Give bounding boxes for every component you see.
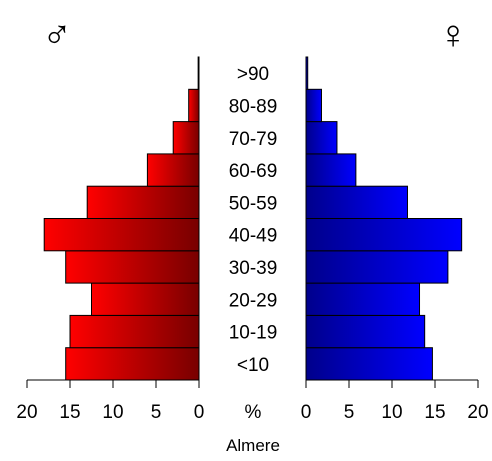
female-bar	[305, 153, 357, 187]
male-bar	[43, 218, 200, 252]
male-bar	[86, 185, 200, 219]
age-group-label: 70-79	[229, 129, 278, 150]
male-bar	[69, 314, 200, 349]
age-group-label: 50-59	[229, 193, 278, 214]
age-group-label: 80-89	[229, 96, 278, 117]
age-group-label: 10-19	[229, 323, 278, 344]
male-bar	[172, 121, 200, 155]
female-bars	[305, 56, 463, 381]
tick-label: 20	[467, 402, 488, 423]
age-labels: <10 10-19 20-29 30-39 40-49 50-59 60-69 70-79 80…	[229, 64, 278, 376]
tick-label: 10	[102, 402, 123, 423]
male-bar	[91, 282, 200, 316]
female-bar	[305, 56, 309, 90]
age-group-label: 60-69	[229, 161, 278, 182]
female-bar	[305, 347, 433, 381]
female-x-axis: 0 5 10 15 20	[301, 379, 489, 423]
female-bar	[305, 314, 426, 349]
unit-label: %	[245, 402, 262, 423]
male-bar	[188, 88, 200, 123]
male-symbol: ♂	[42, 13, 72, 57]
female-bar	[305, 121, 338, 155]
age-group-label: 40-49	[229, 226, 278, 247]
female-bar	[305, 250, 449, 284]
tick-label: 15	[59, 402, 80, 423]
tick-label: 5	[151, 402, 162, 423]
male-bar	[197, 56, 200, 90]
male-bar	[65, 347, 200, 381]
tick-label: 20	[16, 402, 37, 423]
tick-label: 10	[381, 402, 402, 423]
tick-label: 15	[424, 402, 445, 423]
tick-label: 5	[344, 402, 355, 423]
female-bar	[305, 218, 463, 252]
female-bar	[305, 185, 408, 219]
female-bar	[305, 88, 322, 123]
age-group-label: <10	[237, 355, 269, 376]
age-group-label: 30-39	[229, 258, 278, 279]
chart-caption: Almere	[226, 436, 280, 455]
age-group-label: 20-29	[229, 290, 278, 311]
male-bar	[146, 153, 200, 187]
male-bar	[65, 250, 200, 284]
female-bar	[305, 282, 421, 316]
age-group-label: >90	[237, 64, 269, 85]
female-symbol: ♀	[438, 13, 468, 57]
male-x-axis: 0 5 10 15 20	[16, 379, 205, 423]
tick-label: 0	[194, 402, 205, 423]
male-bars	[43, 56, 200, 381]
tick-label: 0	[301, 402, 312, 423]
